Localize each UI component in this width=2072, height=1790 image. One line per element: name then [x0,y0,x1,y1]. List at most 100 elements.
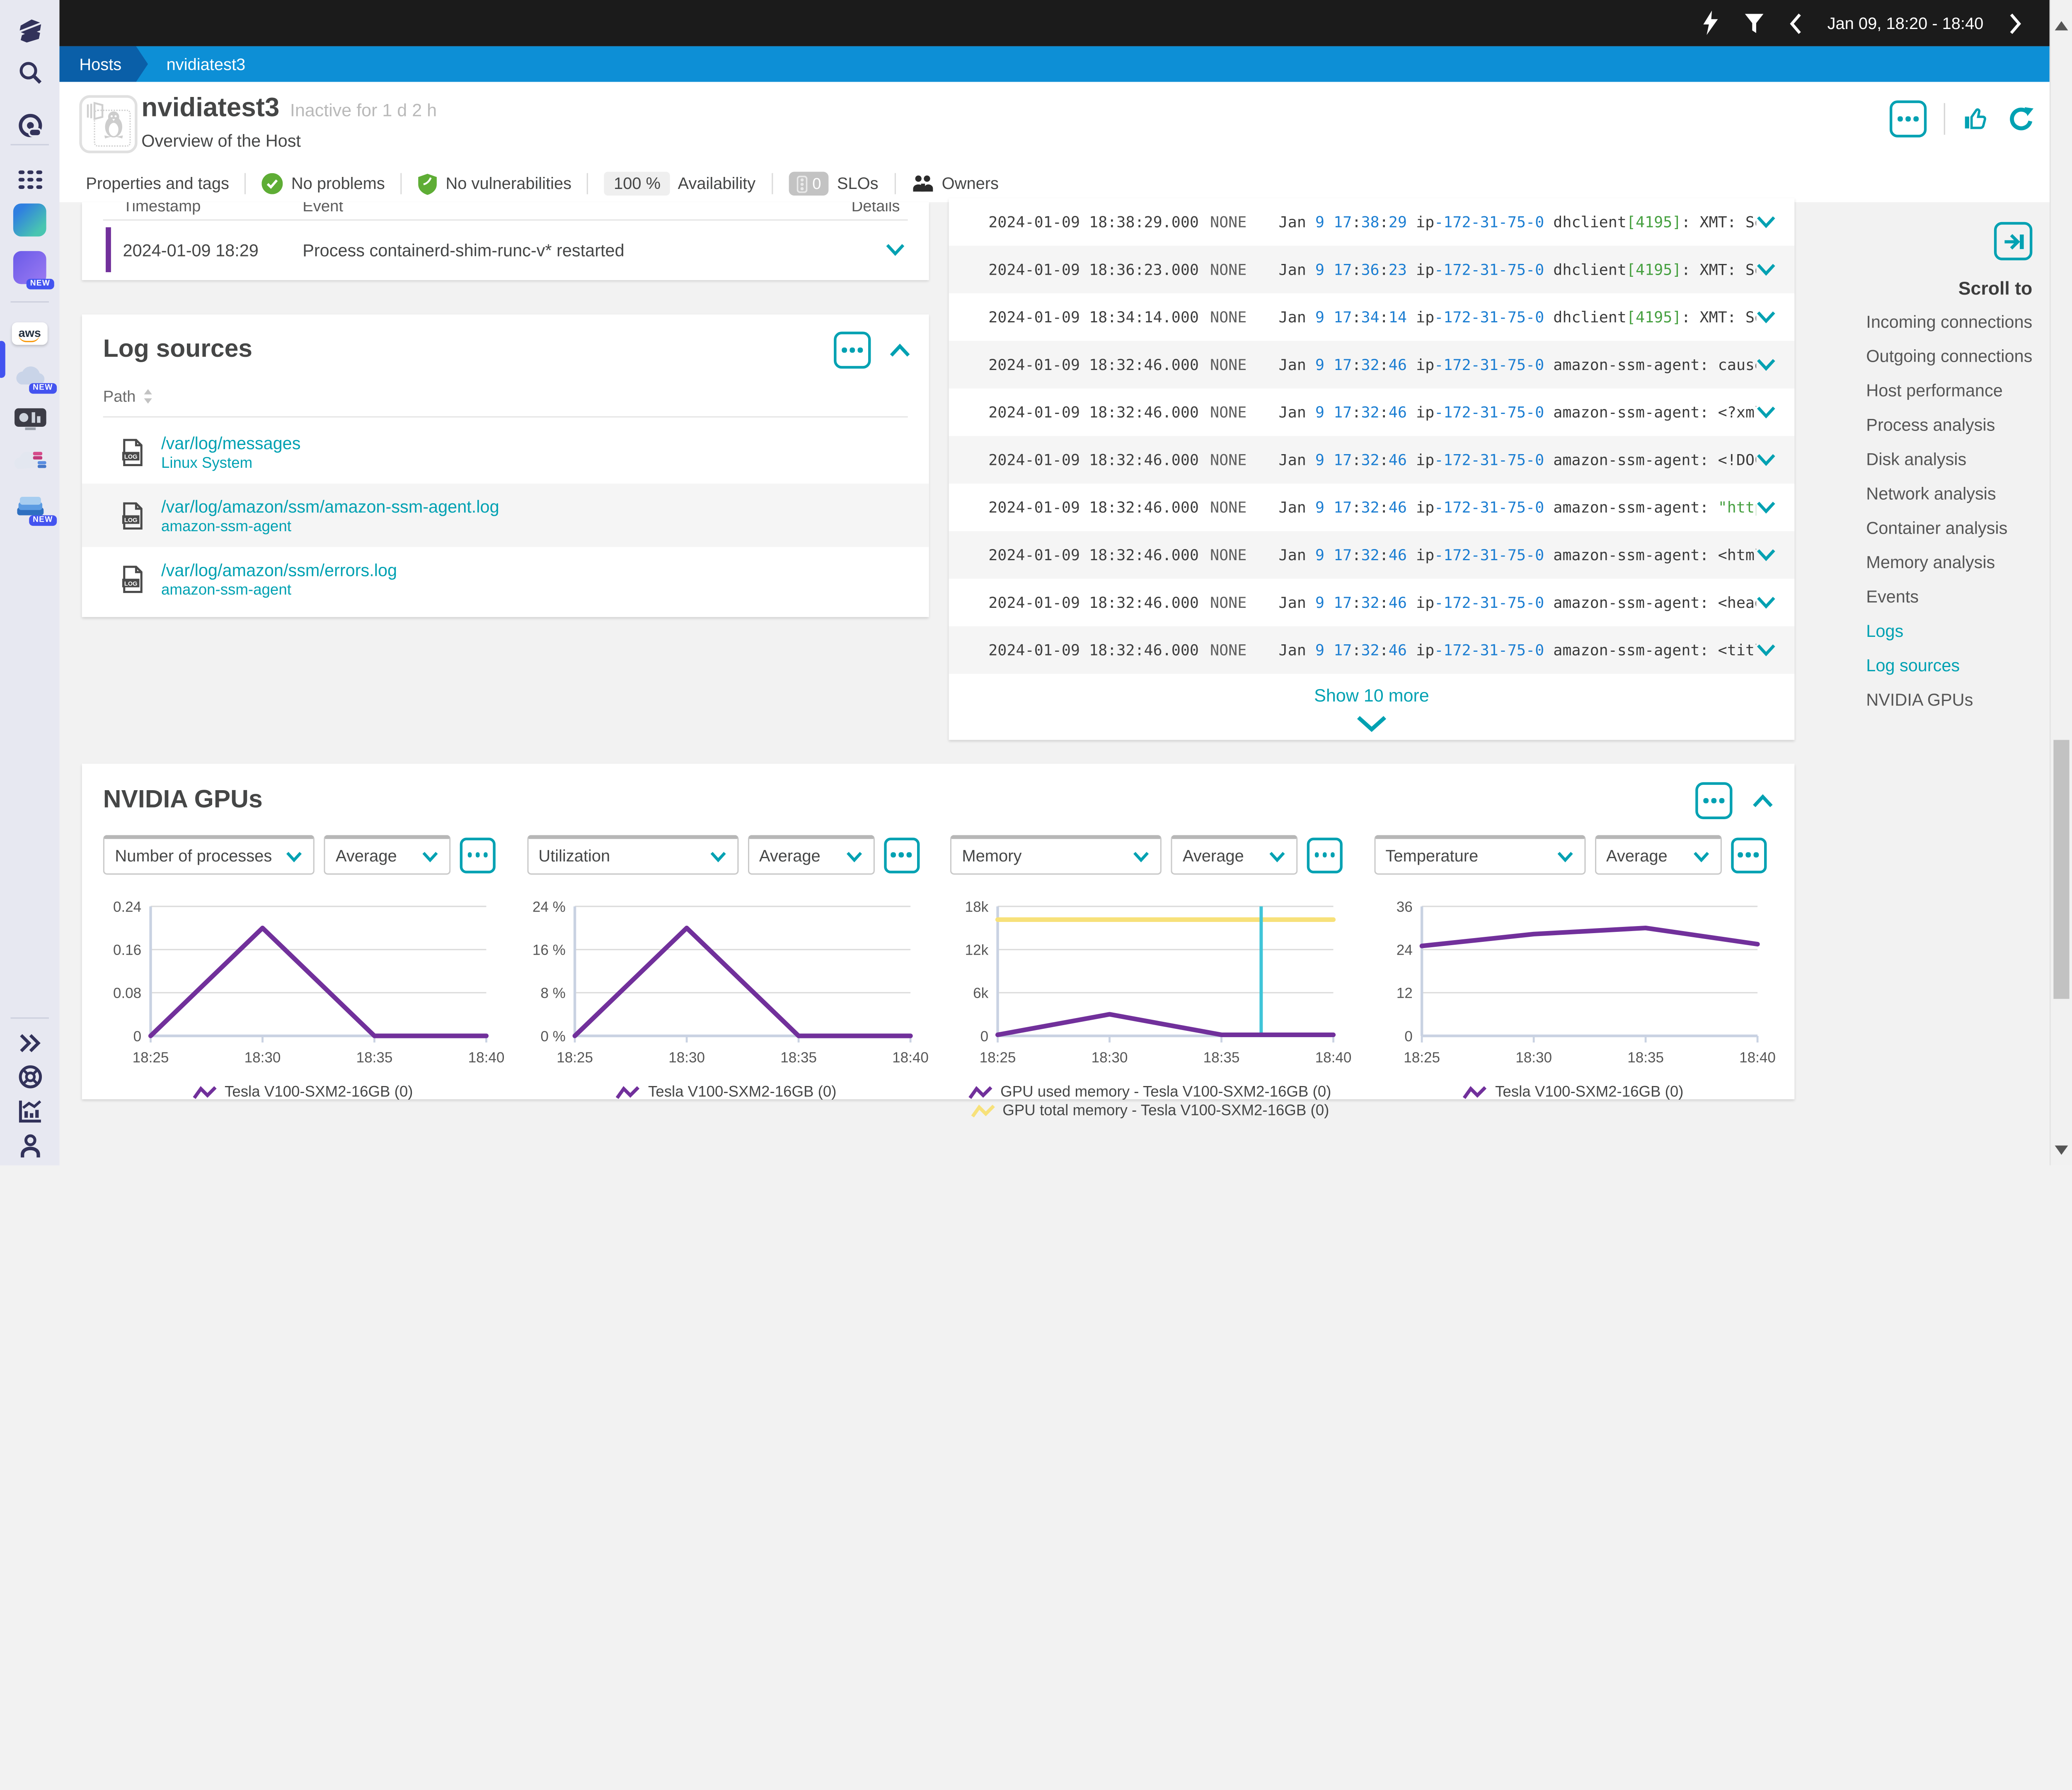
quick-actions-icon[interactable] [1702,10,1719,36]
log-row[interactable]: 2024-01-09 18:32:46.000 NONE Jan 9 17:32… [949,579,1795,626]
owners-item[interactable]: Owners [911,174,999,193]
log-sources-more-button[interactable] [834,331,871,369]
chevron-down-icon[interactable] [1756,215,1776,229]
legend-item[interactable]: Tesla V100-SXM2-16GB (0) [193,1085,413,1101]
legend-item[interactable]: GPU used memory - Tesla V100-SXM2-16GB (… [968,1085,1331,1101]
timeframe-selector[interactable]: Jan 09, 18:20 - 18:40 [1827,14,1984,33]
scroll-to-item[interactable]: Logs [1866,621,1904,641]
scroll-to-item[interactable]: Outgoing connections [1866,346,2033,366]
vertical-scrollbar[interactable] [2049,0,2072,1166]
chart-more-button[interactable] [460,837,496,873]
stack-app-icon[interactable]: NEW [0,489,59,526]
metric-select[interactable]: Number of processes [103,835,315,875]
metric-select[interactable]: Temperature [1373,835,1585,875]
log-source-path-link[interactable]: /var/log/amazon/ssm/amazon-ssm-agent.log [161,496,499,516]
properties-and-tags-link[interactable]: Properties and tags [86,174,229,193]
log-row[interactable]: 2024-01-09 18:36:23.000 NONE Jan 9 17:36… [949,246,1795,293]
scroll-to-item[interactable]: Events [1866,586,1919,607]
aggregation-select[interactable]: Average [1171,835,1298,875]
breadcrumb-hosts[interactable]: Hosts [59,46,148,82]
chevron-down-icon[interactable] [1756,406,1776,419]
log-row[interactable]: 2024-01-09 18:32:46.000 NONE Jan 9 17:32… [949,436,1795,484]
log-source-path-link[interactable]: /var/log/messages [161,433,301,453]
dynatrace-logo-icon[interactable] [0,13,59,48]
path-column-header[interactable]: Path [103,387,908,406]
header-more-button[interactable] [1889,100,1927,138]
chevron-down-icon[interactable] [885,243,905,256]
chevron-down-icon[interactable] [1756,453,1776,467]
scroll-to-item[interactable]: Log sources [1866,655,1960,675]
no-vulnerabilities-item[interactable]: No vulnerabilities [418,172,571,195]
timeframe-back-icon[interactable] [1789,12,1802,34]
dashboard-app-icon[interactable] [0,402,59,436]
scrollbar-up-arrow[interactable] [2055,21,2068,31]
collapse-panel-button[interactable] [1994,222,2033,261]
log-content: Jan 9 17:32:46 ip-172-31-75-0 amazon-ssm… [1278,593,1756,612]
gpus-more-button[interactable] [1695,782,1733,820]
scroll-to-item[interactable]: Incoming connections [1866,312,2033,332]
log-source-type-link[interactable]: amazon-ssm-agent [161,518,291,535]
aggregation-select[interactable]: Average [1594,835,1721,875]
scroll-to-item[interactable]: Process analysis [1866,415,1995,435]
clouds-app-icon[interactable] [0,444,59,478]
aws-icon[interactable]: aws [0,317,59,349]
scrollbar-thumb[interactable] [2053,740,2070,999]
scroll-to-item[interactable]: Network analysis [1866,484,1996,503]
scrollbar-down-arrow[interactable] [2055,1145,2068,1155]
log-row[interactable]: 2024-01-09 18:32:46.000 NONE Jan 9 17:32… [949,626,1795,674]
scroll-to-item[interactable]: Host performance [1866,380,2003,401]
availability-item[interactable]: 100 % Availability [604,172,755,196]
chart-more-button[interactable] [1307,837,1343,873]
chevron-down-icon[interactable] [1756,263,1776,276]
scroll-to-item[interactable]: Disk analysis [1866,449,1967,469]
metric-select[interactable]: Memory [950,835,1162,875]
cloud-app-icon[interactable]: NEW [0,359,59,394]
scroll-to-item[interactable]: Memory analysis [1866,552,1995,572]
apps-grid-icon[interactable] [0,164,59,196]
scroll-to-item[interactable]: NVIDIA GPUs [1866,689,1973,710]
chart-more-button[interactable] [883,837,919,873]
chevron-down-icon[interactable] [1756,548,1776,561]
log-row[interactable]: 2024-01-09 18:32:46.000 NONE Jan 9 17:32… [949,389,1795,436]
charts-icon[interactable] [0,1097,59,1126]
chevron-down-icon[interactable] [1756,501,1776,514]
no-problems-item[interactable]: No problems [262,173,385,194]
event-row[interactable]: 2024-01-09 18:29 Process containerd-shim… [82,223,929,276]
refresh-icon[interactable] [2007,105,2035,133]
legend-item[interactable]: GPU total memory - Tesla V100-SXM2-16GB … [971,1103,1329,1119]
observability-icon[interactable] [0,108,59,145]
metric-select[interactable]: Utilization [526,835,738,875]
legend-item[interactable]: Tesla V100-SXM2-16GB (0) [1463,1085,1684,1101]
chevron-down-icon[interactable] [1756,643,1776,657]
legend-item[interactable]: Tesla V100-SXM2-16GB (0) [616,1085,837,1101]
thumbs-up-icon[interactable] [1962,106,1990,132]
expand-sidebar-icon[interactable] [0,1028,59,1057]
scroll-to-item[interactable]: Container analysis [1866,518,2008,538]
filter-icon[interactable] [1744,12,1764,34]
show-more-link[interactable]: Show 10 more [1314,685,1429,706]
help-icon[interactable] [0,1062,59,1091]
user-profile-icon[interactable] [0,1131,59,1160]
chart-more-button[interactable] [1730,837,1766,873]
log-source-path-link[interactable]: /var/log/amazon/ssm/errors.log [161,559,397,580]
log-row[interactable]: 2024-01-09 18:32:46.000 NONE Jan 9 17:32… [949,484,1795,531]
aggregation-select[interactable]: Average [747,835,874,875]
log-row[interactable]: 2024-01-09 18:38:29.000 NONE Jan 9 17:38… [949,198,1795,246]
timeframe-forward-icon[interactable] [2009,12,2022,34]
chevron-down-icon[interactable] [1756,596,1776,609]
chevron-up-icon[interactable] [889,343,910,357]
log-row[interactable]: 2024-01-09 18:32:46.000 NONE Jan 9 17:32… [949,341,1795,389]
chevron-down-icon[interactable] [1756,310,1776,324]
log-source-type-link[interactable]: amazon-ssm-agent [161,582,291,598]
slo-item[interactable]: 0 SLOs [788,172,879,196]
log-source-type-link[interactable]: Linux System [161,455,253,471]
chevron-up-icon[interactable] [1752,793,1773,808]
log-row[interactable]: 2024-01-09 18:34:14.000 NONE Jan 9 17:34… [949,293,1795,341]
log-row[interactable]: 2024-01-09 18:32:46.000 NONE Jan 9 17:32… [949,531,1795,579]
app-icon-purple[interactable]: NEW [0,248,59,289]
app-icon-teal[interactable] [0,201,59,238]
search-icon[interactable] [0,56,59,90]
aggregation-select[interactable]: Average [324,835,451,875]
expand-logs-chevron-icon[interactable] [949,714,1795,739]
chevron-down-icon[interactable] [1756,358,1776,371]
